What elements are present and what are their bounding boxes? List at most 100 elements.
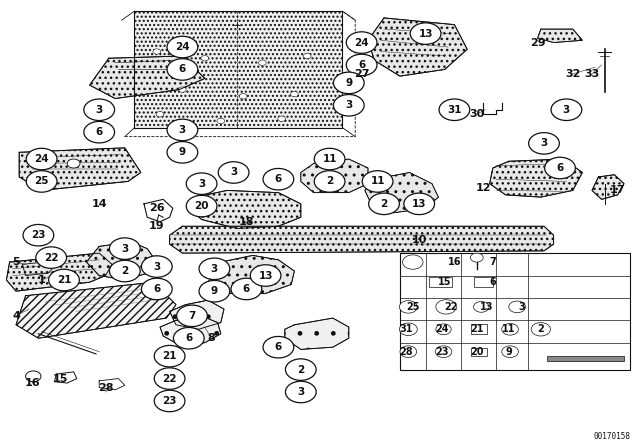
Text: 3: 3 [179,125,186,135]
Circle shape [285,359,316,380]
Circle shape [404,193,435,215]
Circle shape [141,256,172,277]
Text: 31: 31 [447,105,461,115]
Text: 33: 33 [584,69,600,79]
Text: 24: 24 [175,42,189,52]
Circle shape [67,159,80,168]
Text: 25: 25 [406,302,420,312]
Text: 11: 11 [502,324,516,334]
Text: 2: 2 [538,324,544,334]
Text: 6: 6 [95,127,103,137]
Circle shape [167,36,198,58]
Circle shape [167,59,198,80]
Circle shape [362,171,393,192]
Circle shape [333,95,364,116]
Circle shape [333,72,364,94]
Circle shape [177,305,207,327]
Text: 24: 24 [435,324,449,334]
Text: 3: 3 [563,105,570,115]
Circle shape [502,323,518,335]
Polygon shape [368,18,467,76]
Polygon shape [285,318,349,349]
Circle shape [26,171,57,192]
Bar [471,348,487,356]
Text: 3: 3 [518,302,525,312]
Polygon shape [170,226,554,253]
Polygon shape [301,159,368,193]
Text: 19: 19 [149,221,164,231]
Text: 6: 6 [275,342,282,352]
Circle shape [186,173,217,194]
Circle shape [314,171,345,192]
Circle shape [217,118,225,124]
Circle shape [509,301,525,313]
Circle shape [84,99,115,121]
Text: 9: 9 [345,78,353,88]
Text: 3: 3 [211,264,218,274]
Text: 3: 3 [121,244,129,254]
Circle shape [400,346,417,358]
Text: 4: 4 [12,311,20,321]
Polygon shape [547,356,624,361]
Text: 1: 1 [38,275,45,285]
Text: 24: 24 [35,154,49,164]
Text: 18: 18 [239,217,254,227]
Circle shape [531,323,550,336]
Text: 15: 15 [438,277,452,287]
Circle shape [410,23,441,44]
Text: 3: 3 [198,179,205,189]
Circle shape [436,300,456,314]
Text: 22: 22 [444,302,458,312]
Text: 17: 17 [610,185,625,195]
Polygon shape [592,175,624,199]
Text: 00170158: 00170158 [593,432,630,441]
Bar [400,253,630,370]
Circle shape [36,247,67,268]
Bar [474,277,493,287]
Circle shape [173,327,204,349]
Circle shape [199,258,230,280]
Text: 3: 3 [345,100,353,110]
Text: 28: 28 [98,383,113,392]
Polygon shape [365,172,438,213]
Polygon shape [189,190,301,228]
Circle shape [436,324,451,335]
Circle shape [109,238,140,259]
Circle shape [23,224,54,246]
Polygon shape [160,316,221,345]
Circle shape [167,142,198,163]
Text: 22: 22 [44,253,58,263]
Text: 26: 26 [149,203,164,213]
Text: 3: 3 [153,262,161,271]
Text: 11: 11 [323,154,337,164]
Text: 5: 5 [12,257,20,267]
Circle shape [346,32,377,53]
Polygon shape [86,242,157,280]
Text: 6: 6 [243,284,250,294]
Text: 10: 10 [412,235,427,245]
Circle shape [551,99,582,121]
Circle shape [154,368,185,389]
Text: 6: 6 [275,174,282,184]
Text: 25: 25 [35,177,49,186]
Text: 3: 3 [230,168,237,177]
Text: 22: 22 [163,374,177,383]
Text: 13: 13 [259,271,273,280]
Circle shape [186,195,217,217]
Circle shape [141,278,172,300]
Circle shape [399,323,417,336]
Circle shape [439,99,470,121]
Text: 28: 28 [399,347,413,357]
Circle shape [285,381,316,403]
Polygon shape [19,148,141,190]
Circle shape [278,116,285,121]
Text: 3: 3 [540,138,548,148]
Circle shape [259,60,266,65]
Text: 7: 7 [490,257,496,267]
Text: 6: 6 [185,333,193,343]
Text: 2: 2 [326,177,333,186]
Circle shape [545,157,575,179]
Circle shape [199,280,230,302]
Circle shape [154,345,185,367]
Circle shape [263,336,294,358]
